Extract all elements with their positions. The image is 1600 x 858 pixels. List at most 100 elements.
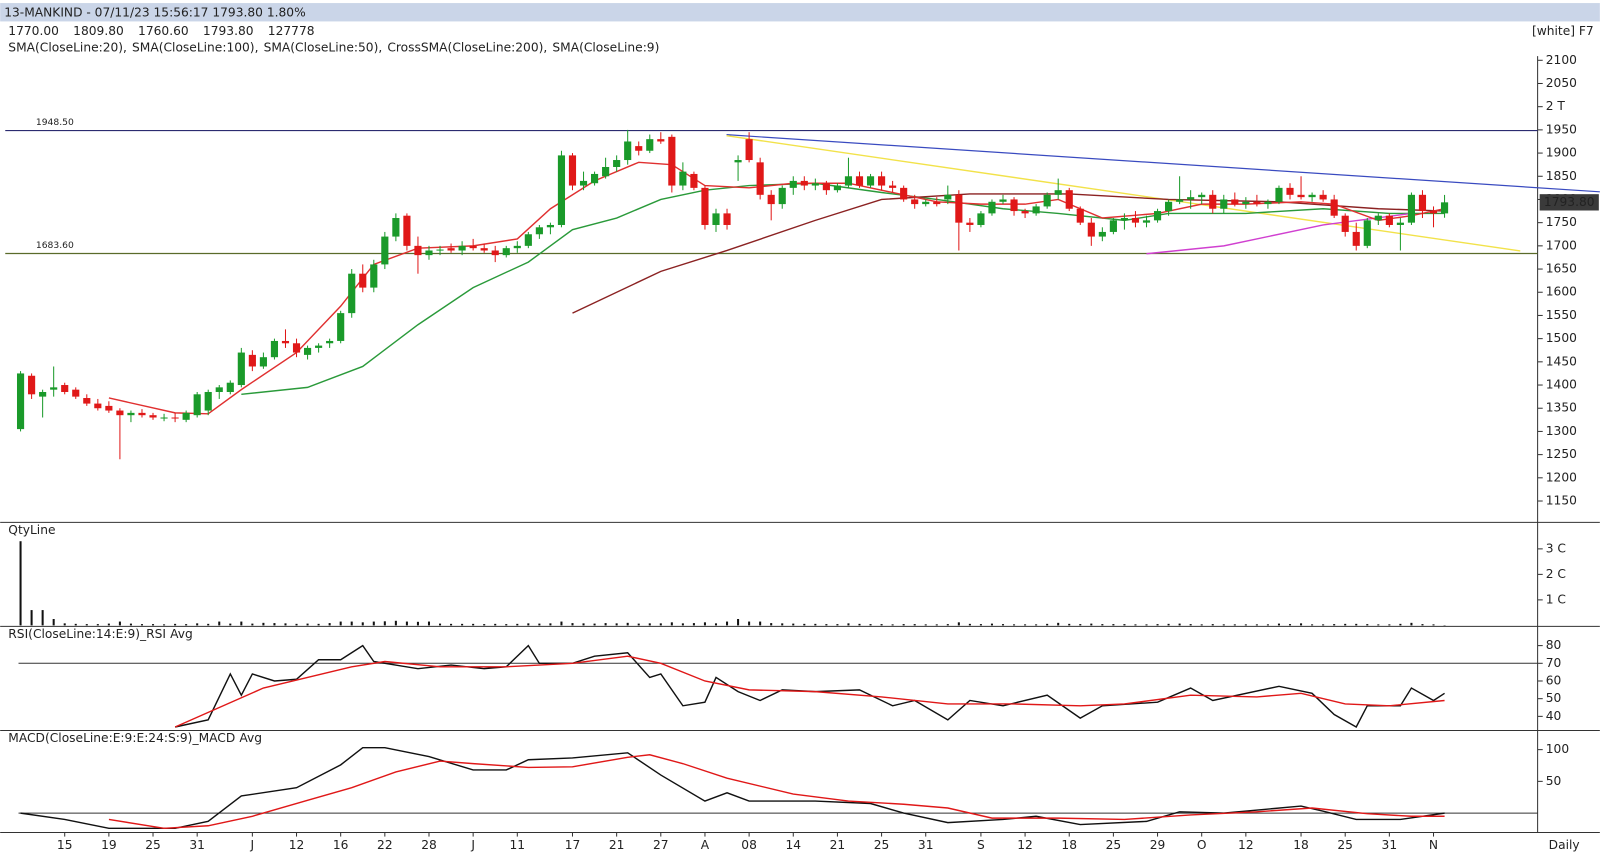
candle-body bbox=[1220, 199, 1228, 209]
volume-bar bbox=[714, 623, 718, 626]
candle-body bbox=[1209, 194, 1217, 209]
x-tick-label: 16 bbox=[333, 838, 349, 852]
volume-bar bbox=[659, 623, 662, 626]
x-tick-label: 31 bbox=[1382, 838, 1398, 852]
indicator-line bbox=[174, 644, 1445, 728]
y-tick-label: 2050 bbox=[1546, 76, 1577, 90]
candle-body bbox=[1142, 220, 1151, 223]
y-tick-label: 1550 bbox=[1546, 308, 1577, 322]
candle-body bbox=[1341, 215, 1349, 232]
volume-bar bbox=[383, 621, 386, 626]
volume-bar bbox=[372, 621, 375, 626]
volume-bar bbox=[52, 619, 55, 626]
volume-bar bbox=[792, 623, 795, 626]
volume-bar bbox=[96, 624, 99, 626]
header-bar bbox=[0, 3, 1600, 22]
y-tick-label: 1450 bbox=[1546, 354, 1577, 368]
volume-bar bbox=[1090, 623, 1093, 626]
volume-bar bbox=[1432, 624, 1435, 626]
volume-bar bbox=[1156, 624, 1159, 626]
candle-body bbox=[292, 343, 301, 353]
volume-bar bbox=[615, 623, 618, 626]
volume-bar bbox=[284, 623, 287, 626]
candle-body bbox=[72, 389, 80, 397]
candle-body bbox=[679, 171, 687, 186]
candle-body bbox=[392, 218, 400, 237]
x-tick-label: 15 bbox=[57, 838, 73, 852]
volume-bar bbox=[19, 541, 22, 626]
legend-entry: 1793.80 bbox=[203, 24, 254, 38]
candle-body bbox=[303, 347, 312, 355]
volume-bar bbox=[416, 621, 419, 626]
volume-bar bbox=[240, 621, 243, 626]
volume-bar bbox=[229, 623, 232, 626]
x-tick-label: 21 bbox=[830, 838, 846, 852]
candle-body bbox=[1231, 199, 1239, 205]
volume-bar bbox=[847, 623, 850, 626]
volume-bar bbox=[1233, 624, 1236, 626]
volume-bar bbox=[196, 623, 199, 626]
volume-bar bbox=[1222, 624, 1225, 626]
y-tick-label: 1850 bbox=[1546, 169, 1577, 183]
trend-line bbox=[726, 134, 1521, 252]
volume-bar bbox=[692, 623, 695, 626]
y-tick-label: 1700 bbox=[1546, 238, 1577, 252]
y-tick-label: 1250 bbox=[1546, 447, 1577, 461]
volume-bar bbox=[107, 623, 110, 626]
candle-body bbox=[668, 136, 676, 186]
volume-bar bbox=[803, 623, 806, 626]
candle-body bbox=[1363, 220, 1371, 246]
candle-body bbox=[723, 213, 731, 225]
volume-bar bbox=[560, 621, 563, 626]
x-tick-label: 11 bbox=[510, 838, 526, 852]
volume-bar bbox=[902, 624, 905, 626]
candle-body bbox=[557, 155, 566, 225]
panel-title: QtyLine bbox=[8, 523, 55, 537]
volume-bar bbox=[1211, 624, 1214, 626]
volume-bar bbox=[637, 623, 640, 626]
volume-bar bbox=[1344, 623, 1347, 626]
y-tick-label: 70 bbox=[1546, 656, 1562, 670]
candle-body bbox=[524, 234, 532, 246]
candle-body bbox=[237, 352, 245, 386]
volume-bar bbox=[1388, 624, 1391, 626]
x-tick-label: 29 bbox=[1150, 838, 1166, 852]
candle-body bbox=[1176, 199, 1184, 202]
candle-body bbox=[866, 176, 875, 186]
candle-body bbox=[1032, 206, 1040, 214]
candle-body bbox=[1187, 197, 1195, 200]
volume-bar bbox=[604, 623, 607, 626]
candle-body bbox=[767, 194, 775, 205]
volume-bar bbox=[505, 624, 508, 626]
candle-body bbox=[94, 403, 102, 409]
y-tick-label: 1400 bbox=[1546, 378, 1577, 392]
candle-body bbox=[1440, 202, 1449, 214]
candle-body bbox=[635, 146, 643, 151]
candle-body bbox=[1308, 194, 1316, 198]
legend-entry: MACD(CloseLine:E:9:E:24:S:9)_MACD bbox=[8, 731, 235, 745]
candle-body bbox=[39, 391, 47, 397]
y-tick-label: 1 C bbox=[1546, 592, 1566, 606]
volume-bar bbox=[571, 623, 574, 626]
indicator-line bbox=[20, 747, 1445, 830]
candle-body bbox=[248, 354, 256, 367]
y-tick-label: 1200 bbox=[1546, 470, 1577, 484]
volume-bar bbox=[1366, 624, 1369, 626]
legend-entry: 1760.60 bbox=[138, 24, 189, 38]
candle-body bbox=[822, 183, 830, 191]
candle-body bbox=[690, 173, 698, 188]
y-tick-label: 50 bbox=[1546, 691, 1562, 705]
candle-body bbox=[204, 391, 212, 411]
candle-body bbox=[833, 185, 841, 191]
candle-body bbox=[657, 139, 665, 142]
candle-body bbox=[1054, 190, 1062, 195]
volume-bar bbox=[1057, 622, 1060, 626]
indicator-line bbox=[174, 655, 1445, 728]
candle-body bbox=[337, 313, 345, 341]
candle-body bbox=[1098, 231, 1106, 237]
volume-bar bbox=[1266, 624, 1269, 626]
candle-body bbox=[1253, 201, 1261, 205]
x-tick-label: N bbox=[1429, 838, 1438, 852]
volume-bar bbox=[118, 621, 121, 626]
candle-body bbox=[458, 245, 466, 251]
